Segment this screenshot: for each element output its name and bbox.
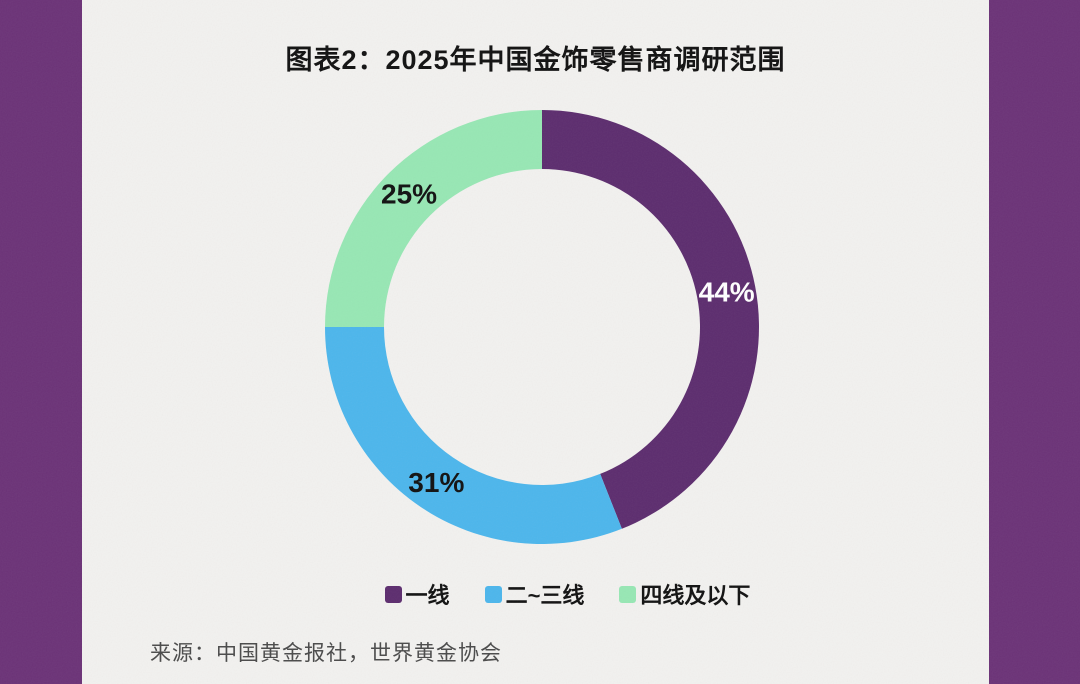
legend-label-tier2-3: 二~三线 (505, 583, 585, 608)
donut-slice-0 (542, 110, 760, 529)
slice-value-label-0: 44% (699, 276, 755, 307)
slice-value-label-1: 31% (408, 467, 464, 498)
donut-slice-1 (325, 327, 622, 545)
legend-item-tier2-3: 二~三线 (484, 578, 585, 610)
chart-title: 图表2：2025年中国金饰零售商调研范围 (285, 45, 786, 75)
legend-item-tier1: 一线 (384, 578, 450, 610)
legend-swatch-tier4-below (619, 585, 637, 603)
legend-swatch-tier2-3 (484, 585, 502, 603)
chart-legend: 一线 二~三线 四线及以下 (114, 578, 1021, 610)
legend-label-tier4-below: 四线及以下 (640, 583, 751, 608)
slice-value-label-2: 25% (381, 179, 437, 210)
legend-label-tier1: 一线 (405, 583, 450, 608)
source-note: 来源：中国黄金报社，世界黄金协会 (150, 642, 502, 665)
legend-item-tier4-below: 四线及以下 (619, 578, 750, 610)
donut-slice-2 (325, 110, 542, 327)
legend-swatch-tier1 (384, 585, 402, 603)
